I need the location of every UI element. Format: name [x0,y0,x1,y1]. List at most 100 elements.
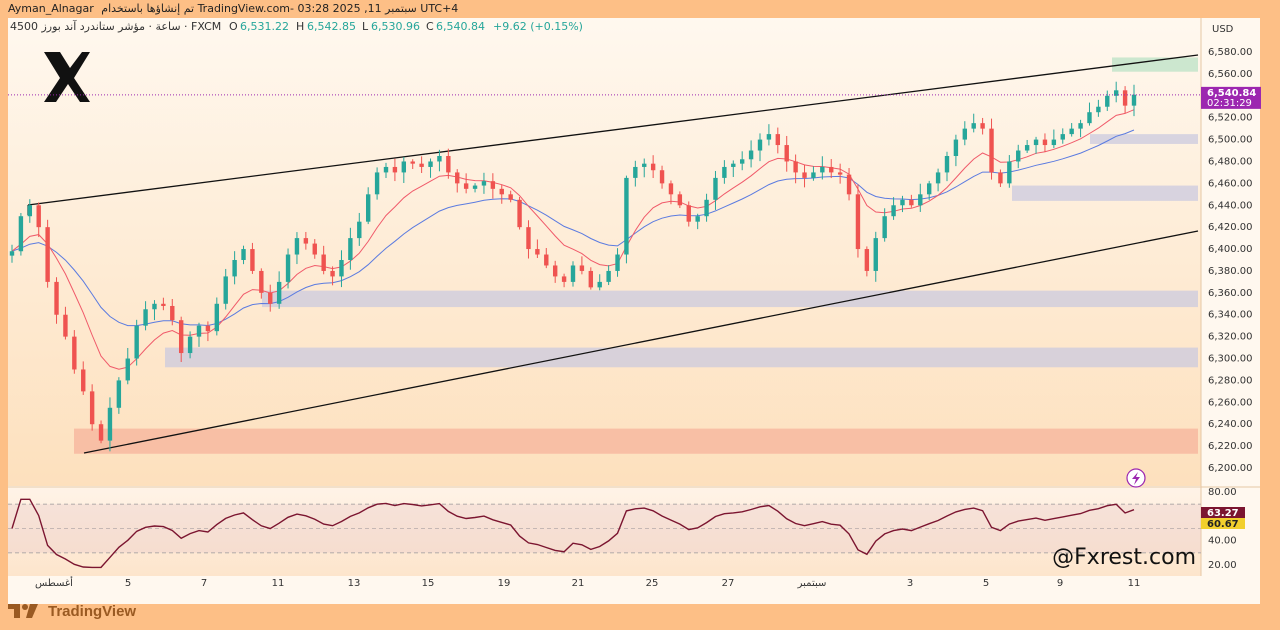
candle-body[interactable] [72,336,77,370]
candle-body[interactable] [900,199,905,206]
candle-body[interactable] [152,303,157,310]
support-zone[interactable] [165,347,1198,368]
candle-body[interactable] [659,170,665,184]
candle-body[interactable] [250,249,255,271]
candle-body[interactable] [1033,139,1039,146]
candle-body[interactable] [650,163,656,171]
candle-body[interactable] [713,177,718,200]
candle-body[interactable] [704,199,709,217]
support-zone[interactable] [1012,185,1198,201]
candle-body[interactable] [1069,128,1074,135]
candle-body[interactable] [18,216,24,252]
candle-body[interactable] [330,270,335,277]
candle-body[interactable] [428,161,433,167]
candle-body[interactable] [1060,134,1065,140]
candle-body[interactable] [410,161,415,164]
candle-body[interactable] [846,174,852,195]
candle-body[interactable] [757,139,763,151]
candle-body[interactable] [223,276,228,304]
candle-body[interactable] [27,205,33,217]
candle-body[interactable] [170,305,175,321]
candle-body[interactable] [935,172,941,184]
candle-body[interactable] [374,172,380,195]
candle-body[interactable] [909,199,914,206]
candle-body[interactable] [481,181,487,186]
candle-body[interactable] [980,123,985,129]
candle-body[interactable] [499,188,504,195]
candle-body[interactable] [1122,90,1128,106]
candle-body[interactable] [45,227,50,282]
candle-body[interactable] [1078,123,1083,129]
candle-body[interactable] [490,181,496,189]
candle-body[interactable] [98,424,104,441]
candle-body[interactable] [686,205,691,222]
candle-body[interactable] [107,407,113,441]
candle-body[interactable] [722,166,727,178]
candle-body[interactable] [472,185,478,189]
candle-body[interactable] [1096,106,1101,113]
candle-body[interactable] [446,156,451,173]
candle-body[interactable] [820,166,825,173]
candle-body[interactable] [214,303,220,332]
candle-body[interactable] [1113,90,1119,96]
candle-body[interactable] [89,391,95,425]
candle-body[interactable] [579,265,585,271]
candle-body[interactable] [793,161,798,173]
candle-body[interactable] [401,161,407,173]
channel-lower-line[interactable] [83,230,1199,454]
candle-body[interactable] [187,336,193,354]
candle-body[interactable] [561,276,567,282]
candle-body[interactable] [125,358,130,381]
candle-body[interactable] [971,123,976,129]
candle-body[interactable] [196,325,202,337]
candle-body[interactable] [811,172,816,178]
candle-body[interactable] [419,163,424,167]
candle-body[interactable] [570,265,576,282]
candle-body[interactable] [294,238,300,255]
candle-body[interactable] [526,227,531,250]
candle-body[interactable] [1016,150,1021,162]
candle-body[interactable] [268,292,273,304]
candle-body[interactable] [241,249,246,260]
candle-body[interactable] [606,270,611,282]
lightning-icon[interactable] [1126,468,1146,488]
candle-body[interactable] [9,251,15,256]
candle-body[interactable] [1105,95,1110,107]
candle-body[interactable] [1087,112,1092,124]
tradingview-brand[interactable]: TradingView [8,600,136,622]
candle-body[interactable] [1042,139,1048,146]
candle-body[interactable] [944,156,950,173]
candle-body[interactable] [303,238,309,244]
candle-body[interactable] [1131,94,1137,106]
support-zone[interactable] [262,290,1198,308]
candle-body[interactable] [855,194,861,250]
candle-body[interactable] [918,194,923,206]
candle-body[interactable] [276,281,282,304]
candle-body[interactable] [437,156,442,162]
candle-body[interactable] [508,194,513,200]
candle-body[interactable] [1024,145,1030,151]
candle-body[interactable] [748,150,754,160]
candle-body[interactable] [882,216,887,239]
candle-body[interactable] [668,183,674,195]
candle-body[interactable] [517,199,522,228]
candle-body[interactable] [455,172,460,184]
target-zone[interactable] [1112,57,1198,72]
candle-body[interactable] [677,194,683,206]
support-zone[interactable] [1090,134,1198,144]
candle-body[interactable] [392,166,398,173]
candle-body[interactable] [232,260,237,277]
candle-body[interactable] [116,380,122,408]
candle-body[interactable] [321,254,326,271]
candle-body[interactable] [802,172,807,178]
candle-body[interactable] [1007,161,1012,184]
candle-body[interactable] [784,145,789,162]
candle-body[interactable] [695,216,700,222]
time-axis[interactable]: أغسطس 5 7 11 13 15 19 21 25 27 سبتمبر 3 5 9 11 [35,576,1140,589]
candle-body[interactable] [766,134,772,140]
candle-body[interactable] [837,172,843,175]
candle-body[interactable] [739,159,745,164]
candle-body[interactable] [1051,139,1057,146]
candle-body[interactable] [535,249,540,255]
